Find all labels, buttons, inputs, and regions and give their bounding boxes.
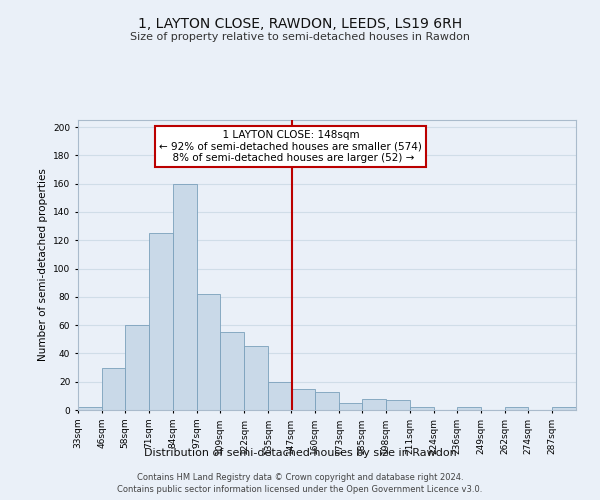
Text: Distribution of semi-detached houses by size in Rawdon: Distribution of semi-detached houses by … <box>143 448 457 458</box>
Bar <box>102 368 125 410</box>
Text: 1 LAYTON CLOSE: 148sqm  
← 92% of semi-detached houses are smaller (574)
  8% of: 1 LAYTON CLOSE: 148sqm ← 92% of semi-det… <box>159 130 422 163</box>
Bar <box>197 294 220 410</box>
Bar <box>173 184 197 410</box>
Bar <box>552 407 576 410</box>
Bar <box>457 407 481 410</box>
Bar <box>362 398 386 410</box>
Text: 1, LAYTON CLOSE, RAWDON, LEEDS, LS19 6RH: 1, LAYTON CLOSE, RAWDON, LEEDS, LS19 6RH <box>138 18 462 32</box>
Bar <box>386 400 410 410</box>
Bar <box>505 407 527 410</box>
Y-axis label: Number of semi-detached properties: Number of semi-detached properties <box>38 168 47 362</box>
Bar <box>125 325 149 410</box>
Bar <box>244 346 268 410</box>
Bar <box>315 392 339 410</box>
Bar <box>339 403 362 410</box>
Bar <box>149 233 173 410</box>
Bar <box>290 389 315 410</box>
Text: Contains HM Land Registry data © Crown copyright and database right 2024.: Contains HM Land Registry data © Crown c… <box>137 472 463 482</box>
Bar <box>268 382 290 410</box>
Text: Contains public sector information licensed under the Open Government Licence v3: Contains public sector information licen… <box>118 485 482 494</box>
Bar <box>410 407 434 410</box>
Text: Size of property relative to semi-detached houses in Rawdon: Size of property relative to semi-detach… <box>130 32 470 42</box>
Bar <box>78 407 102 410</box>
Bar <box>220 332 244 410</box>
